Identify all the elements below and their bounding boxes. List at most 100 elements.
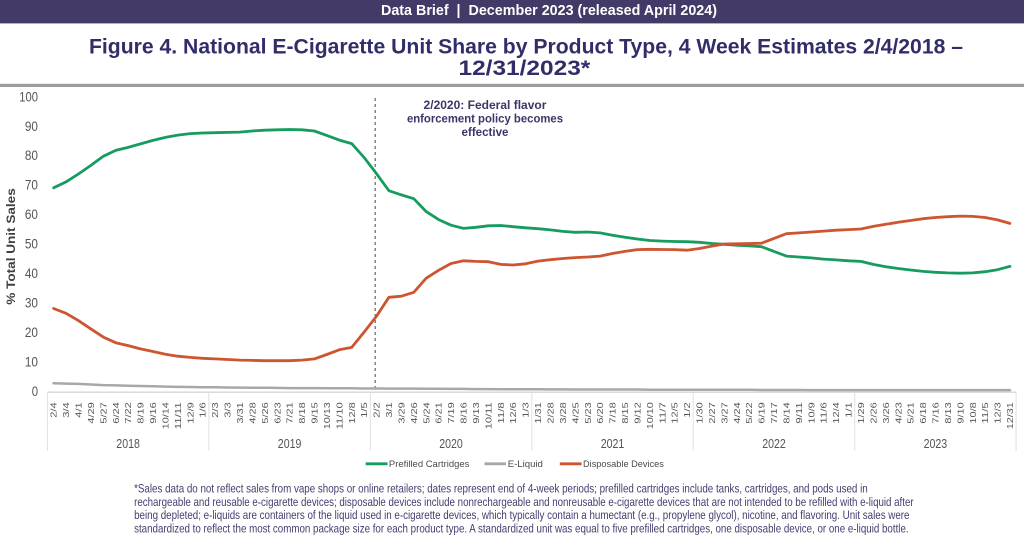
svg-text:rechargeable and reusable e-ci: rechargeable and reusable e-cigarette de… [134,495,914,509]
svg-text:2022: 2022 [762,436,786,451]
svg-text:11/5: 11/5 [980,402,990,424]
svg-text:12/4: 12/4 [831,402,841,424]
svg-text:5/26: 5/26 [260,402,270,424]
svg-text:0: 0 [32,384,38,399]
svg-text:10/11: 10/11 [483,402,493,429]
svg-text:1/2: 1/2 [682,402,692,418]
svg-text:2/26: 2/26 [868,402,878,424]
svg-text:2020: 2020 [439,436,463,451]
svg-text:2019: 2019 [278,436,302,451]
svg-text:12/5: 12/5 [670,402,680,424]
svg-text:12/31: 12/31 [1005,402,1015,429]
svg-text:9/11: 9/11 [794,402,804,424]
svg-text:7/22: 7/22 [123,402,133,424]
svg-text:8/15: 8/15 [620,402,630,424]
svg-text:100: 100 [19,89,38,104]
svg-text:4/23: 4/23 [893,402,903,424]
svg-text:2/27: 2/27 [707,402,717,424]
svg-text:enforcement policy becomes: enforcement policy becomes [407,111,563,125]
svg-text:7/16: 7/16 [931,402,941,424]
svg-text:5/24: 5/24 [421,402,431,424]
svg-text:3/31: 3/31 [235,402,245,424]
svg-text:4/28: 4/28 [247,402,257,424]
svg-text:2/2020: Federal flavor: 2/2020: Federal flavor [424,98,547,112]
svg-text:4/1: 4/1 [74,402,84,418]
svg-text:10/13: 10/13 [322,402,332,429]
svg-text:7/21: 7/21 [285,402,295,424]
svg-text:70: 70 [25,178,38,193]
svg-text:1/29: 1/29 [856,402,866,424]
svg-text:11/7: 11/7 [657,402,667,424]
svg-text:4/25: 4/25 [570,402,580,424]
svg-text:10/14: 10/14 [160,402,170,429]
svg-text:1/31: 1/31 [533,402,543,424]
svg-text:7/18: 7/18 [608,402,618,424]
svg-text:10: 10 [25,354,38,369]
svg-text:20: 20 [25,325,38,340]
svg-text:8/19: 8/19 [136,402,146,424]
svg-text:30: 30 [25,295,38,310]
svg-text:% Total Unit Sales: % Total Unit Sales [4,188,18,305]
svg-text:2023: 2023 [924,436,948,451]
svg-text:standardized to reflect the mo: standardized to reflect the most common … [134,521,909,535]
svg-text:5/21: 5/21 [906,402,916,424]
svg-text:2/28: 2/28 [546,402,556,424]
svg-text:12/9: 12/9 [185,402,195,424]
svg-text:3/4: 3/4 [61,402,71,418]
svg-text:1/30: 1/30 [695,402,705,424]
svg-text:Disposable Devices: Disposable Devices [583,459,664,470]
svg-text:6/21: 6/21 [434,402,444,424]
svg-text:9/12: 9/12 [632,402,642,424]
svg-text:5/23: 5/23 [583,402,593,424]
svg-text:80: 80 [25,148,38,163]
svg-text:6/23: 6/23 [272,402,282,424]
svg-text:12/8: 12/8 [347,402,357,424]
svg-text:12/6: 12/6 [508,402,518,424]
svg-text:10/10: 10/10 [645,402,655,429]
svg-text:1/5: 1/5 [359,402,369,418]
svg-text:2021: 2021 [601,436,625,451]
svg-text:11/10: 11/10 [334,402,344,429]
svg-text:E-Liquid: E-Liquid [508,459,543,470]
svg-text:3/29: 3/29 [396,402,406,424]
svg-text:12/3: 12/3 [993,402,1003,424]
svg-text:50: 50 [25,237,38,252]
svg-text:1/1: 1/1 [844,402,854,418]
svg-text:3/3: 3/3 [223,402,233,418]
svg-text:11/11: 11/11 [173,402,183,429]
svg-text:90: 90 [25,119,38,134]
svg-text:12/31/2023*: 12/31/2023* [459,55,591,80]
svg-text:11/6: 11/6 [819,402,829,424]
svg-text:6/24: 6/24 [111,402,121,424]
svg-text:2018: 2018 [116,436,140,451]
svg-text:5/22: 5/22 [744,402,754,424]
svg-text:8/16: 8/16 [459,402,469,424]
svg-text:10/8: 10/8 [968,402,978,424]
svg-text:6/19: 6/19 [757,402,767,424]
svg-text:2/3: 2/3 [210,402,220,418]
svg-text:effective: effective [462,125,509,139]
svg-text:2/4: 2/4 [49,402,59,418]
svg-text:3/26: 3/26 [881,402,891,424]
svg-text:7/17: 7/17 [769,402,779,424]
svg-text:7/19: 7/19 [446,402,456,424]
svg-text:8/13: 8/13 [943,402,953,424]
svg-text:*Sales data do not reflect sal: *Sales data do not reflect sales from va… [134,482,868,496]
svg-text:9/13: 9/13 [471,402,481,424]
svg-text:3/27: 3/27 [719,402,729,424]
svg-text:8/14: 8/14 [781,402,791,424]
svg-text:40: 40 [25,266,38,281]
svg-text:3/28: 3/28 [558,402,568,424]
svg-text:8/18: 8/18 [297,402,307,424]
svg-text:4/29: 4/29 [86,402,96,424]
svg-text:Prefilled Cartridges: Prefilled Cartridges [389,459,470,470]
svg-text:4/26: 4/26 [409,402,419,424]
svg-text:Data Brief | December 2023 (: Data Brief | December 2023 (released Apr… [381,3,717,19]
svg-text:Figure 4. National E-Cigarette: Figure 4. National E-Cigarette Unit Shar… [89,34,963,59]
svg-text:being depleted; e-liquids are: being depleted; e-liquids are containers… [134,508,909,522]
svg-text:3/1: 3/1 [384,402,394,418]
svg-text:6/20: 6/20 [595,402,605,424]
svg-text:11/8: 11/8 [496,402,506,424]
svg-text:2/2: 2/2 [372,402,382,418]
svg-text:60: 60 [25,207,38,222]
